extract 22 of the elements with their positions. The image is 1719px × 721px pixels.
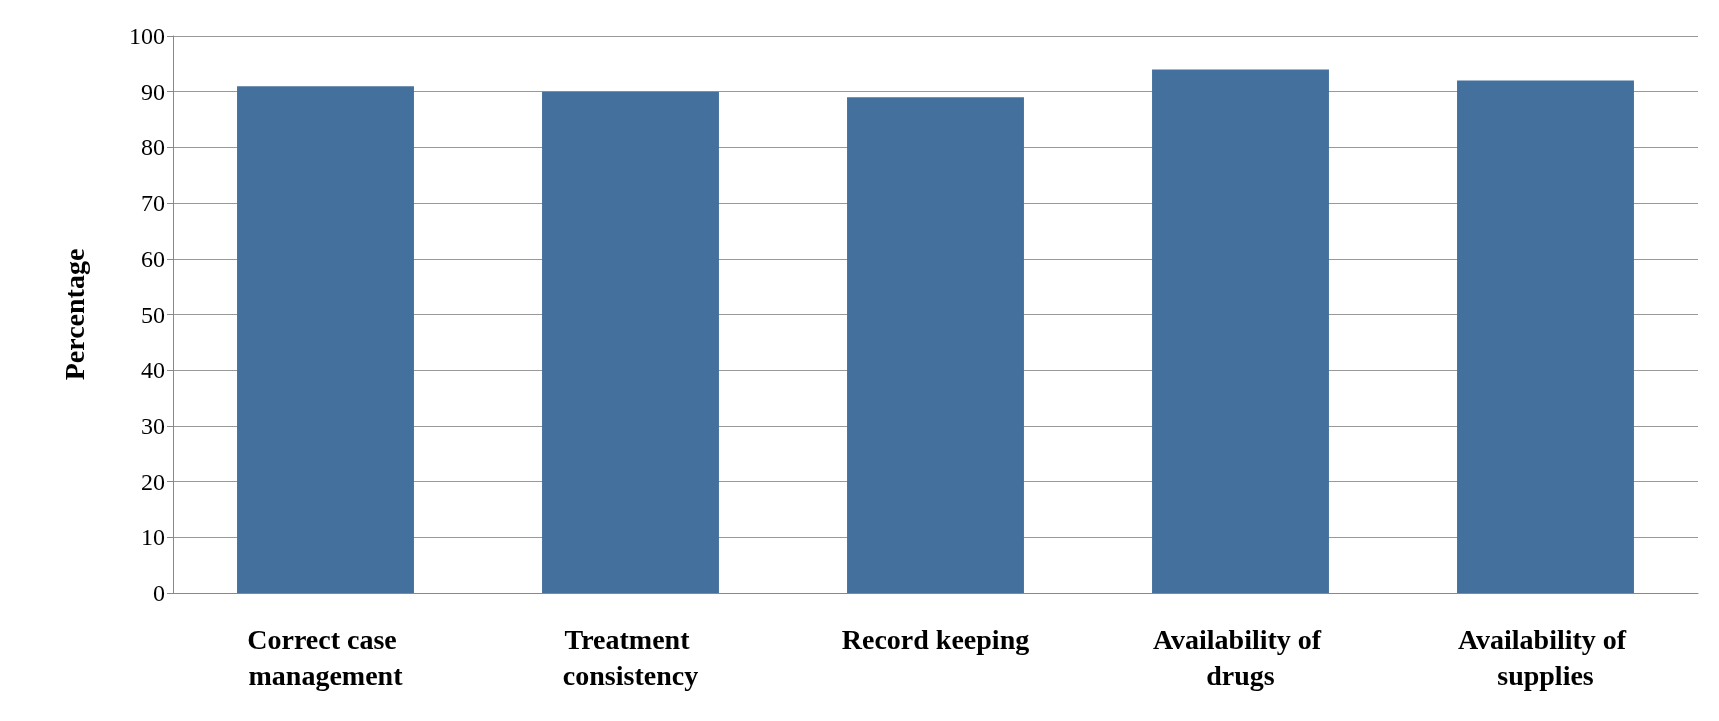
x-tick-label: Correct case management <box>247 623 404 691</box>
y-tick-label: 50 <box>141 301 165 328</box>
x-tick-label: Availability of drugs <box>1152 623 1329 691</box>
bar <box>1152 69 1329 593</box>
y-tick-label: 70 <box>141 190 165 217</box>
y-tick-label: 40 <box>141 357 165 384</box>
bar <box>847 97 1024 593</box>
y-tick-label: 60 <box>141 245 165 272</box>
bar <box>1457 80 1634 593</box>
bar <box>237 86 414 593</box>
y-tick-label: 100 <box>129 23 165 49</box>
y-tick-label: 90 <box>141 78 165 105</box>
y-axis-title: Percentage <box>58 248 90 381</box>
x-tick-label: Treatment consistency <box>562 623 699 691</box>
y-tick-label: 10 <box>141 524 165 551</box>
y-tick-label: 0 <box>153 580 165 606</box>
bar <box>542 91 719 593</box>
x-tick-label: Availability of supplies <box>1457 623 1634 691</box>
y-tick-label: 30 <box>141 412 165 439</box>
x-tick-label: Record keeping <box>841 623 1030 655</box>
y-tick-label: 80 <box>141 134 165 161</box>
y-tick-label: 20 <box>141 468 165 495</box>
